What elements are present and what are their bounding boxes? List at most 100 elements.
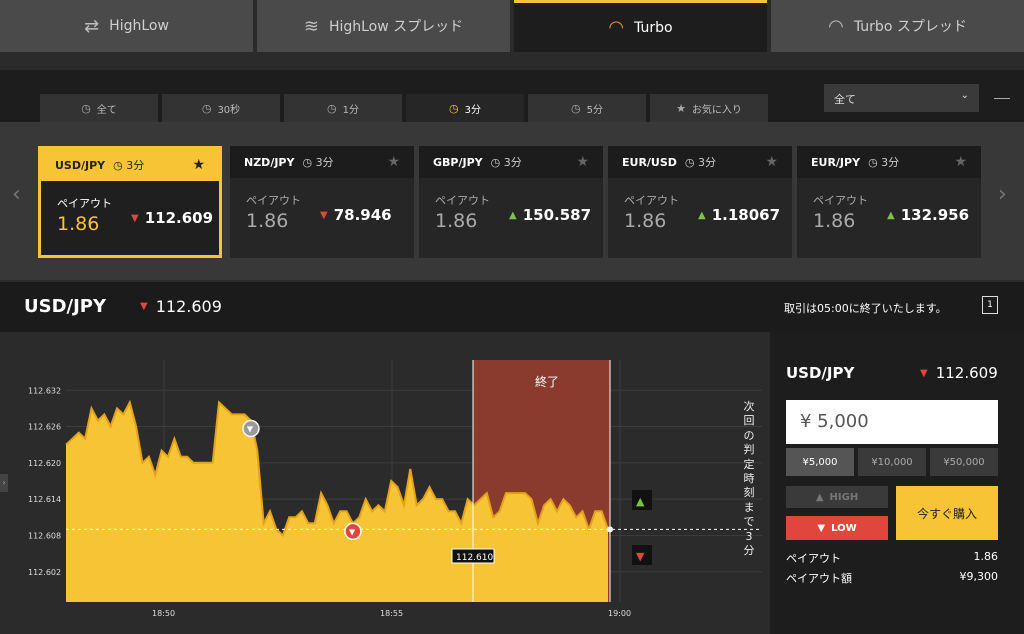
price-chart: 112.632 112.626 112.620 112.614 112.608 112.6… [0, 332, 770, 634]
asset-card-gbpjpy[interactable]: GBP/JPY ◷ 3分 ★ ペイアウト 1.86 ▲ 150.587 [419, 146, 603, 258]
asset-card-eurjpy[interactable]: EUR/JPY ◷ 3分 ★ ペイアウト 1.86 ▲ 132.956 [797, 146, 981, 258]
low-button[interactable]: ▼ LOW [786, 516, 888, 540]
asset-card-header: EUR/USD ◷ 3分 ★ [608, 146, 792, 178]
tab-label: Turbo [634, 19, 673, 36]
preset-10000-button[interactable]: ¥10,000 [858, 448, 926, 476]
asset-price-value: 132.956 [900, 206, 970, 224]
chevron-right-icon[interactable]: › [998, 182, 1007, 207]
asset-card-eurusd[interactable]: EUR/USD ◷ 3分 ★ ペイアウト 1.86 ▲ 1.18067 [608, 146, 792, 258]
payout-label: ペイアウト [57, 197, 112, 210]
chart-collapse-icon[interactable]: › [0, 474, 8, 492]
x-axis-ticks: 18:50 18:55 19:00 [152, 609, 631, 618]
entry-price-label-box [451, 548, 495, 564]
product-tabs: ⇄ HighLow ≋ HighLow スプレッド ◠ Turbo ◠ Turb… [0, 0, 1024, 52]
duration-tab-30s[interactable]: ◷ 30秒 [162, 94, 280, 122]
payout-value: 1.86 [813, 210, 856, 232]
high-button[interactable]: ▲ HIGH [786, 486, 888, 508]
tab-highlow[interactable]: ⇄ HighLow [0, 0, 253, 52]
payout-label: ペイアウト [813, 194, 868, 207]
tab-highlow-spread[interactable]: ≋ HighLow スプレッド [257, 0, 510, 52]
history-marker [242, 419, 260, 438]
chevron-left-icon[interactable]: ‹ [12, 182, 21, 207]
duration-label: 全て [96, 104, 117, 116]
clock-icon: ◷ [327, 101, 337, 115]
tab-turbo[interactable]: ◠ Turbo [514, 0, 767, 52]
asset-price-value: 112.609 [144, 209, 214, 227]
duration-tabs: ◷ 全て ◷ 30秒 ◷ 1分 ◷ 3分 ◷ 5分 ★ お気に入り [40, 94, 772, 122]
x-tick-label: 18:55 [380, 609, 403, 618]
asset-pair: USD/JPY [55, 158, 106, 172]
asset-carousel: ‹ › USD/JPY ◷ 3分 ★ ペイアウト 1.86 ▼ 112.609 N… [0, 122, 1024, 280]
tab-label: Turbo スプレッド [853, 19, 967, 35]
selected-asset-header: USD/JPY ▼ 112.609 取引は05:00に終了いたします。 1 [0, 282, 1024, 332]
down-arrow-icon: ▼ [320, 209, 328, 221]
clock-icon: ◷ [571, 101, 581, 115]
duration-tab-5m[interactable]: ◷ 5分 [528, 94, 646, 122]
asset-price: ▼ 78.946 [320, 206, 392, 224]
asset-price: ▲ 1.18067 [698, 206, 780, 224]
y-tick-label: 112.632 [28, 386, 61, 395]
marker-arrow-icon: ▼ [349, 527, 356, 536]
duration-label: 30秒 [217, 104, 241, 116]
favorite-star-icon[interactable]: ★ [954, 154, 967, 170]
up-arrow-icon: ▲ [815, 491, 824, 503]
preset-5000-button[interactable]: ¥5,000 [786, 448, 854, 476]
asset-card-header: GBP/JPY ◷ 3分 ★ [419, 146, 603, 178]
chart-markers: ▼▼ [242, 419, 362, 541]
tab-label: HighLow スプレッド [328, 19, 464, 35]
asset-duration: ◷ 3分 [302, 156, 334, 169]
duration-tab-all[interactable]: ◷ 全て [40, 94, 158, 122]
duration-tab-1m[interactable]: ◷ 1分 [284, 94, 402, 122]
chevron-down-icon: ⌄ [960, 90, 969, 101]
current-price-dot [607, 526, 613, 533]
clock-icon: ◷ [201, 101, 212, 115]
preset-50000-button[interactable]: ¥50,000 [930, 448, 998, 476]
down-arrow-icon: ▼ [920, 367, 928, 379]
up-arrow-icon: ▲ [509, 209, 517, 221]
payout-amount-label: ペイアウト額 [786, 572, 852, 585]
filter-dropdown[interactable]: 全て ⌄ [824, 84, 979, 112]
high-label: HIGH [829, 491, 859, 503]
duration-label: 3分 [464, 104, 481, 116]
turbo-gauge-icon: ◠ [608, 17, 625, 38]
asset-pair: EUR/USD [622, 155, 677, 169]
buy-now-button[interactable]: 今すぐ購入 [896, 486, 998, 540]
payout-amount-value: ¥9,300 [959, 570, 999, 583]
instructions-book-icon[interactable]: 1 [982, 296, 998, 314]
asset-duration-value: 3分 [881, 156, 900, 169]
favorite-star-icon[interactable]: ★ [765, 154, 778, 170]
asset-price: ▲ 132.956 [887, 206, 969, 224]
minimize-icon[interactable] [994, 98, 1010, 99]
payout-label: ペイアウト [246, 194, 301, 207]
y-axis-ticks: 112.632 112.626 112.620 112.614 112.608 112.6… [28, 386, 61, 577]
payout-row: ペイアウト 1.86 [786, 550, 998, 566]
up-arrow-icon: ▲ [636, 495, 645, 508]
amount-presets: ¥5,000 ¥10,000 ¥50,000 [786, 448, 998, 476]
x-tick-label: 18:50 [152, 609, 175, 618]
asset-price: ▲ 150.587 [509, 206, 591, 224]
favorite-star-icon[interactable]: ★ [387, 154, 400, 170]
down-arrow-icon: ▼ [817, 522, 826, 534]
favorite-star-icon[interactable]: ★ [576, 154, 589, 170]
high-marker-box [632, 490, 652, 510]
marker-arrow-icon: ▼ [247, 425, 254, 434]
duration-label: 5分 [586, 104, 603, 116]
duration-label: お気に入り [691, 104, 742, 116]
tab-turbo-spread[interactable]: ◠ Turbo スプレッド [771, 0, 1024, 52]
highlow-icon: ⇄ [84, 15, 100, 37]
payout-label: ペイアウト [624, 194, 679, 207]
highlow-spread-icon: ≋ [303, 15, 319, 37]
trade-price-value: 112.609 [935, 364, 998, 382]
asset-card-header: NZD/JPY ◷ 3分 ★ [230, 146, 414, 178]
asset-duration: ◷ 3分 [113, 159, 145, 172]
favorite-star-icon[interactable]: ★ [192, 157, 205, 173]
asset-card-usdjpy[interactable]: USD/JPY ◷ 3分 ★ ペイアウト 1.86 ▼ 112.609 [38, 146, 222, 258]
asset-card-nzdjpy[interactable]: NZD/JPY ◷ 3分 ★ ペイアウト 1.86 ▼ 78.946 [230, 146, 414, 258]
turbo-spread-gauge-icon: ◠ [828, 15, 844, 37]
low-marker-box [632, 545, 652, 565]
asset-card-header: EUR/JPY ◷ 3分 ★ [797, 146, 981, 178]
duration-tab-favorites[interactable]: ★ お気に入り [650, 94, 768, 122]
duration-tab-3m[interactable]: ◷ 3分 [406, 94, 524, 122]
asset-duration: ◷ 3分 [868, 156, 900, 169]
investment-amount-input[interactable]: ¥ 5,000 [786, 400, 998, 444]
